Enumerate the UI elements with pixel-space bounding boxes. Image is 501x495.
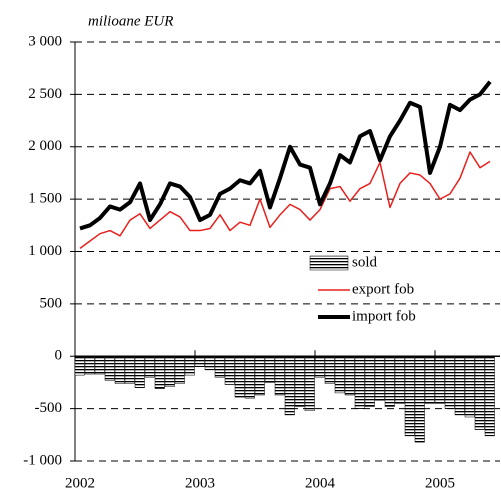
bar: [404, 356, 415, 437]
bar: [354, 356, 365, 409]
y-tick-label: 2 000: [28, 138, 62, 154]
bar: [484, 356, 495, 437]
y-tick-label: 500: [40, 295, 63, 311]
bar: [84, 356, 95, 375]
bar: [234, 356, 245, 398]
bar: [464, 356, 475, 418]
bar: [154, 356, 165, 389]
bar: [274, 356, 285, 396]
x-tick-label: 2002: [65, 475, 95, 491]
y-tick-label: 0: [55, 348, 63, 364]
bar: [224, 356, 235, 385]
bar: [114, 356, 125, 384]
legend-label: export fob: [352, 281, 414, 297]
bar: [364, 356, 375, 407]
bar: [94, 356, 105, 375]
bar: [214, 356, 225, 378]
bar: [294, 356, 305, 407]
bar: [284, 356, 295, 416]
bar: [454, 356, 465, 416]
bar: [164, 356, 175, 387]
bar: [304, 356, 315, 411]
x-tick-label: 2003: [185, 475, 215, 491]
bar: [344, 356, 355, 396]
x-tick-label: 2005: [425, 475, 455, 491]
y-tick-label: -500: [35, 400, 63, 416]
bar: [444, 356, 455, 409]
y-tick-label: -1 000: [23, 452, 62, 468]
legend-swatch: [309, 255, 349, 271]
bar: [374, 356, 385, 401]
bar: [474, 356, 485, 430]
bar: [124, 356, 135, 384]
legend-label: import fob: [352, 308, 416, 324]
bar: [254, 356, 265, 396]
y-tick-label: 1 500: [28, 191, 62, 207]
bar: [384, 356, 395, 407]
bar: [184, 356, 195, 376]
y-tick-label: 1 000: [28, 243, 62, 259]
bar: [324, 356, 335, 384]
bar: [414, 356, 425, 443]
y-tick-label: 2 500: [28, 86, 62, 102]
bar: [424, 356, 435, 404]
bar: [204, 356, 215, 371]
bar: [74, 356, 85, 376]
bar: [434, 356, 445, 404]
bar: [194, 356, 205, 367]
line: [79, 151, 491, 249]
bar: [264, 356, 275, 383]
bar: [334, 356, 345, 394]
y-axis-label: milioane EUR: [88, 13, 173, 29]
bar: [174, 356, 185, 384]
bar: [244, 356, 255, 399]
x-tick-label: 2004: [305, 475, 336, 491]
line: [79, 80, 492, 231]
bar: [394, 356, 405, 404]
y-tick-label: 3 000: [28, 33, 62, 49]
bar: [104, 356, 115, 381]
bar: [134, 356, 145, 388]
bar: [314, 356, 325, 378]
bar: [144, 356, 155, 378]
legend-label: sold: [352, 254, 378, 270]
